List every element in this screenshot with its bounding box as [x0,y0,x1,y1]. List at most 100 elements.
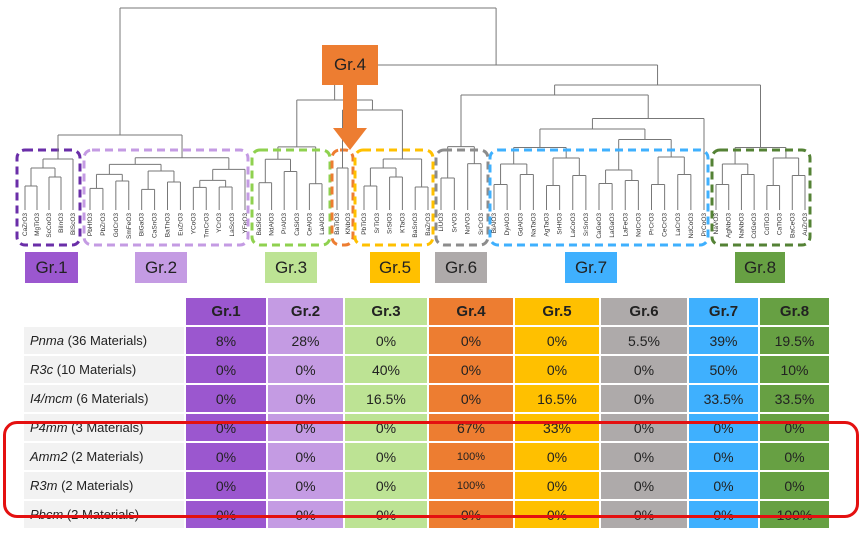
leaf-label: BaSnO3 [412,213,419,238]
leaf-label: LaFeO3 [622,213,629,237]
row-header: I4/mcm (6 Materials) [22,383,186,414]
group-label-3: Gr.3 [265,252,317,283]
table-cell: 100% [427,441,515,472]
leaf-label: AuZrO3 [802,213,809,236]
corner-cell [22,296,186,327]
table-cell: 0% [184,441,268,472]
table-cell: 0% [513,354,601,385]
table-cell: 100% [427,470,515,501]
leaf-label: PrCrO3 [649,213,656,235]
group-box-2 [82,148,250,247]
leaf-label: NdAlO3 [269,213,276,236]
table-cell: 0% [687,441,760,472]
row-header: Amm2 (2 Materials) [22,441,186,472]
leaf-label: BaThO3 [165,213,172,238]
table-cell: 0% [599,441,689,472]
table-cell: 0% [184,470,268,501]
table-cell: 50% [687,354,760,385]
table-cell: 0% [599,354,689,385]
table-row: Pnma (36 Materials) 8% 28% 0% 0% 0% 5.5% 39% 19.… [22,325,831,356]
table-row: R3c (10 Materials) 0% 0% 40% 0% 0% 0% 50% 10% [22,354,831,385]
column-header: Gr.2 [266,296,345,327]
table-row: I4/mcm (6 Materials) 0% 0% 16.5% 0% 16.5% 0% 33… [22,383,831,414]
leaf-label: CeCrO3 [662,213,669,237]
arrow-down-icon [333,128,367,150]
table-cell: 28% [266,325,345,356]
table-cell: 0% [343,470,429,501]
leaf-label: BaSiO3 [256,213,263,236]
leaf-label: ScCoO3 [46,213,53,238]
group-box-6 [434,148,490,247]
gr4-callout-label: Gr.4 [322,45,378,85]
leaf-label: CaSiO3 [294,213,301,236]
row-header: R3c (10 Materials) [22,354,186,385]
leaf-label: CaGeO3 [596,213,603,239]
table-cell: 0% [343,499,429,530]
table-cell: 0% [427,383,515,414]
group-box-5 [353,148,435,247]
leaf-label: YFeO3 [242,213,249,234]
leaf-label: KNbO3 [345,213,352,235]
table-cell: 10% [758,354,831,385]
leaf-label: CaZrO3 [22,213,29,237]
table-cell: 40% [343,354,429,385]
leaf-label: NdCoO3 [688,213,695,239]
leaf-label: BiGaO3 [139,213,146,237]
table-cell: 0% [513,470,601,501]
table-cell: 33.5% [687,383,760,414]
table-cell: 0% [513,325,601,356]
table-cell: 5.5% [599,325,689,356]
leaf-label: PbTiO3 [361,213,368,235]
table-cell: 0% [266,412,345,443]
row-header: R3m (2 Materials) [22,470,186,501]
row-header: Pnma (36 Materials) [22,325,186,356]
group-label-7: Gr.7 [565,252,617,283]
leaf-label: PrAlO3 [281,213,288,234]
table-row: Amm2 (2 Materials) 0% 0% 0% 100% 0% 0% 0% 0% [22,441,831,472]
leaf-label: LaAlO3 [319,213,326,235]
arrow-shaft [343,85,357,130]
leaf-label: BaTiO3 [334,213,341,235]
leaf-label: BiInO3 [58,213,65,233]
group-box-8 [710,148,812,247]
leaf-label: LaGaO3 [609,213,616,238]
table-cell: 0% [599,383,689,414]
leaf-label: GdCrO3 [113,213,120,238]
group-label-1: Gr.1 [25,252,78,283]
table-cell: 0% [343,412,429,443]
leaf-label: SmFeO3 [126,213,133,239]
table-cell: 100% [758,499,831,530]
table-cell: 0% [266,470,345,501]
group-label-2: Gr.2 [135,252,187,283]
table-cell: 0% [184,354,268,385]
leaf-label: SrSiO3 [387,213,394,234]
leaf-label: PrCoO3 [701,213,708,237]
table-cell: 0% [266,354,345,385]
table-cell: 0% [687,470,760,501]
table-cell: 8% [184,325,268,356]
column-header: Gr.8 [758,296,831,327]
leaf-label: SrSnO3 [583,213,590,237]
table-cell: 0% [184,412,268,443]
column-header: Gr.6 [599,296,689,327]
leaf-label: CdGeO3 [751,213,758,239]
leaf-label: LaCrO3 [675,213,682,236]
group-label-8: Gr.8 [735,252,785,283]
dendrogram: CaZrO3 MgTiO3 ScCoO3 BiInO3 BiScO3 PbHfO3 PbZr… [15,7,812,247]
table-cell: 0% [599,499,689,530]
column-header: Gr.7 [687,296,760,327]
group-label-6: Gr.6 [435,252,487,283]
leaf-label: LaScO3 [229,213,236,237]
leaf-label: MgTiO3 [34,213,41,236]
leaf-label: BaZrO3 [425,213,432,236]
table-cell: 0% [266,383,345,414]
leaf-label: BiScO3 [70,213,77,235]
leaf-label: BiAlO3 [491,213,498,234]
leaf-label: SrVO3 [451,213,458,233]
leaf-label: EuZrO3 [177,213,184,236]
table-cell: 0% [266,441,345,472]
leaf-label: LiUO3 [438,213,445,232]
table-row: R3m (2 Materials) 0% 0% 0% 100% 0% 0% 0% 0% [22,470,831,501]
table-cell: 16.5% [343,383,429,414]
highlight-box [3,421,859,518]
